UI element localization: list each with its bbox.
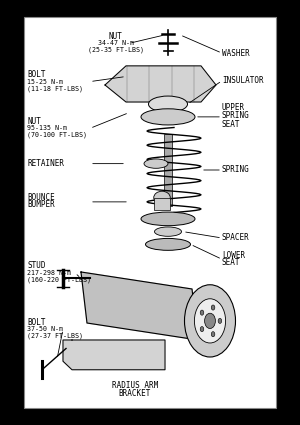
Circle shape (200, 310, 204, 315)
Circle shape (211, 332, 215, 337)
Text: NUT: NUT (27, 116, 41, 126)
Text: SEAT: SEAT (222, 119, 241, 129)
Text: WASHER: WASHER (222, 48, 250, 58)
Text: (27-37 FT-LBS): (27-37 FT-LBS) (27, 333, 83, 340)
Text: (25-35 FT-LBS): (25-35 FT-LBS) (88, 47, 143, 54)
Text: 15-25 N-m: 15-25 N-m (27, 79, 63, 85)
Text: BUMPER: BUMPER (27, 200, 55, 210)
Circle shape (211, 305, 215, 310)
Text: (70-100 FT-LBS): (70-100 FT-LBS) (27, 132, 87, 139)
Circle shape (200, 326, 204, 332)
Ellipse shape (148, 96, 188, 112)
Text: RETAINER: RETAINER (27, 159, 64, 168)
Circle shape (205, 313, 215, 329)
Text: (11-18 FT-LBS): (11-18 FT-LBS) (27, 85, 83, 92)
Text: 34-47 N-m: 34-47 N-m (98, 40, 134, 46)
Text: (160-220 FT-LBS): (160-220 FT-LBS) (27, 276, 91, 283)
Text: BOLT: BOLT (27, 70, 46, 79)
Circle shape (194, 299, 226, 343)
Text: SPRING: SPRING (222, 165, 250, 175)
Text: SPACER: SPACER (222, 233, 250, 243)
Circle shape (218, 318, 222, 323)
Text: NUT: NUT (109, 31, 122, 41)
Ellipse shape (154, 227, 182, 236)
Text: LOWER: LOWER (222, 250, 245, 260)
Polygon shape (105, 66, 216, 102)
Text: STUD: STUD (27, 261, 46, 270)
Text: BOLT: BOLT (27, 317, 46, 327)
Text: 95-135 N-m: 95-135 N-m (27, 125, 67, 131)
Polygon shape (81, 272, 198, 340)
Text: RADIUS ARM: RADIUS ARM (112, 381, 158, 391)
Text: SEAT: SEAT (222, 258, 241, 267)
Text: UPPER: UPPER (222, 102, 245, 112)
Circle shape (184, 285, 236, 357)
Ellipse shape (146, 238, 190, 250)
Ellipse shape (141, 109, 195, 125)
Ellipse shape (141, 212, 195, 226)
Text: 217-298 N-m: 217-298 N-m (27, 270, 71, 276)
Text: 37-50 N-m: 37-50 N-m (27, 326, 63, 332)
Text: BRACKET: BRACKET (119, 388, 151, 398)
Bar (154, 198, 170, 210)
Ellipse shape (144, 159, 168, 168)
Ellipse shape (154, 191, 170, 204)
Bar (24, 17, 276, 408)
Text: SPRING: SPRING (222, 111, 250, 120)
Text: INSULATOR: INSULATOR (222, 76, 264, 85)
Polygon shape (63, 340, 165, 370)
Bar (164, 134, 172, 206)
Text: BOUNCE: BOUNCE (27, 193, 55, 202)
